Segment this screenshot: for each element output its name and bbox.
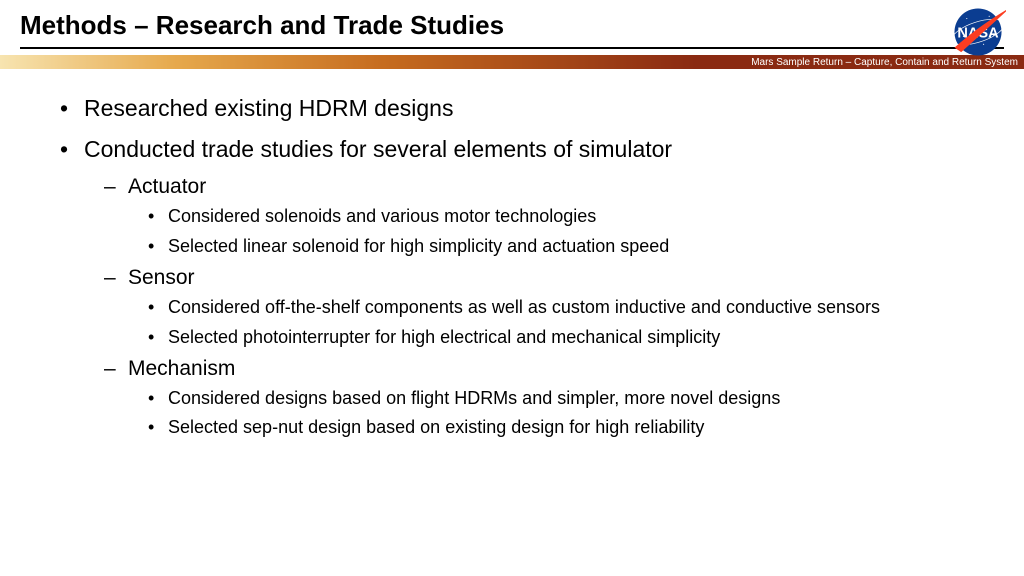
list-item: Conducted trade studies for several elem… [60,134,984,440]
bullet-text: Conducted trade studies for several elem… [84,136,672,162]
bullet-text: Actuator [128,175,206,198]
list-item: Researched existing HDRM designs [60,93,984,124]
color-bar: Mars Sample Return – Capture, Contain an… [0,55,1024,69]
list-item: Selected photointerrupter for high elect… [148,325,888,349]
list-item: Considered solenoids and various motor t… [148,204,888,228]
slide-content: Researched existing HDRM designs Conduct… [0,69,1024,440]
list-item: Selected linear solenoid for high simpli… [148,234,888,258]
bullet-list-lvl3: Considered designs based on flight HDRMs… [128,386,984,440]
slide-title: Methods – Research and Trade Studies [20,10,1004,41]
list-item: Considered off-the-shelf components as w… [148,295,888,319]
slide-header: Methods – Research and Trade Studies NAS… [0,0,1024,49]
list-item: Selected sep-nut design based on existin… [148,415,888,439]
bullet-list-lvl1: Researched existing HDRM designs Conduct… [60,93,984,440]
color-bar-gradient [0,55,696,69]
title-underline [20,47,1004,49]
bullet-text: Mechanism [128,357,235,380]
bullet-list-lvl3: Considered off-the-shelf components as w… [128,295,984,349]
bullet-list-lvl2: Actuator Considered solenoids and variou… [84,173,984,440]
bullet-text: Researched existing HDRM designs [84,95,453,121]
bullet-list-lvl3: Considered solenoids and various motor t… [128,204,984,258]
bullet-text: Sensor [128,266,195,289]
list-item: Considered designs based on flight HDRMs… [148,386,888,410]
nasa-logo-icon: NASA [950,4,1006,60]
list-item: Actuator Considered solenoids and variou… [104,173,984,258]
list-item: Sensor Considered off-the-shelf componen… [104,264,984,349]
list-item: Mechanism Considered designs based on fl… [104,355,984,440]
